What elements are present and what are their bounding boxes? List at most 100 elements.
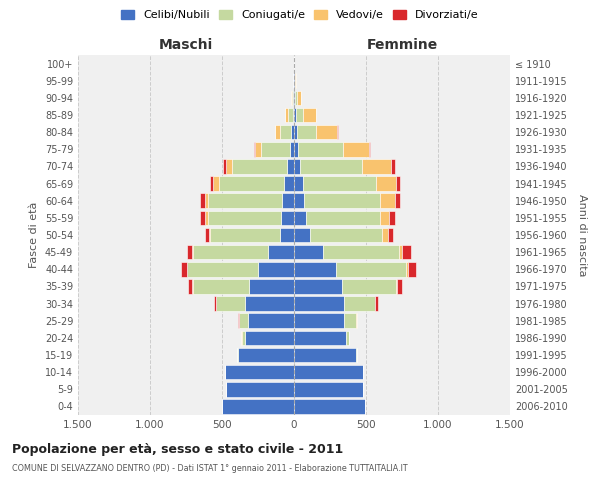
Bar (258, 262, 294, 276)
Bar (250, 279, 294, 293)
Bar (294, 176, 302, 191)
Bar (286, 108, 288, 122)
Bar (388, 228, 394, 242)
Bar (294, 365, 363, 380)
Bar (344, 296, 374, 311)
Bar (283, 194, 294, 208)
Bar (304, 194, 380, 208)
Bar (200, 210, 205, 225)
Bar (225, 365, 294, 380)
Bar (336, 262, 406, 276)
Bar (399, 245, 402, 260)
Bar (293, 108, 294, 122)
Bar (294, 314, 344, 328)
Bar (288, 108, 293, 122)
Bar (295, 90, 297, 105)
Bar (287, 159, 294, 174)
Bar (294, 262, 336, 276)
Bar (208, 210, 281, 225)
Bar (280, 125, 291, 140)
Bar (261, 142, 290, 156)
Bar (193, 245, 268, 260)
Bar (298, 142, 343, 156)
Bar (294, 90, 295, 105)
Bar (210, 176, 214, 191)
Bar (294, 125, 297, 140)
Bar (302, 176, 376, 191)
Bar (297, 125, 316, 140)
Bar (205, 210, 208, 225)
Bar (242, 330, 245, 345)
Bar (238, 348, 294, 362)
Bar (294, 399, 365, 413)
Bar (297, 90, 301, 105)
Bar (294, 159, 301, 174)
Bar (248, 314, 294, 328)
Bar (343, 142, 369, 156)
Bar (294, 279, 341, 293)
Bar (310, 228, 382, 242)
Bar (187, 262, 258, 276)
Text: COMUNE DI SELVAZZANO DENTRO (PD) - Dati ISTAT 1° gennaio 2011 - Elaborazione TUT: COMUNE DI SELVAZZANO DENTRO (PD) - Dati … (12, 464, 407, 473)
Bar (294, 74, 295, 88)
Bar (254, 142, 255, 156)
Bar (294, 382, 363, 396)
Bar (208, 194, 283, 208)
Text: Maschi: Maschi (159, 38, 213, 52)
Bar (223, 159, 226, 174)
Bar (344, 314, 356, 328)
Bar (305, 210, 380, 225)
Bar (214, 176, 219, 191)
Bar (241, 330, 242, 345)
Bar (284, 176, 294, 191)
Bar (245, 330, 294, 345)
Bar (291, 125, 294, 140)
Bar (294, 194, 304, 208)
Bar (290, 142, 294, 156)
Bar (294, 142, 298, 156)
Bar (211, 228, 280, 242)
Bar (396, 279, 397, 293)
Bar (209, 228, 211, 242)
Bar (200, 194, 205, 208)
Bar (216, 296, 245, 311)
Bar (337, 125, 338, 140)
Bar (396, 176, 400, 191)
Bar (294, 228, 310, 242)
Bar (374, 296, 376, 311)
Bar (323, 245, 399, 260)
Bar (188, 279, 193, 293)
Bar (295, 74, 296, 88)
Bar (232, 159, 287, 174)
Bar (294, 108, 296, 122)
Bar (281, 210, 294, 225)
Bar (280, 228, 294, 242)
Bar (389, 210, 395, 225)
Bar (296, 108, 302, 122)
Bar (294, 296, 344, 311)
Bar (391, 159, 395, 174)
Legend: Celibi/Nubili, Coniugati/e, Vedovi/e, Divorziati/e: Celibi/Nubili, Coniugati/e, Vedovi/e, Di… (117, 6, 483, 25)
Bar (245, 296, 294, 311)
Bar (181, 262, 187, 276)
Bar (294, 210, 305, 225)
Bar (193, 279, 250, 293)
Bar (341, 279, 396, 293)
Bar (397, 279, 402, 293)
Bar (376, 296, 377, 311)
Bar (409, 262, 416, 276)
Bar (187, 245, 193, 260)
Bar (395, 194, 400, 208)
Text: Popolazione per età, sesso e stato civile - 2011: Popolazione per età, sesso e stato civil… (12, 442, 343, 456)
Bar (214, 296, 215, 311)
Bar (406, 262, 409, 276)
Bar (402, 245, 410, 260)
Bar (268, 245, 294, 260)
Bar (294, 348, 356, 362)
Bar (316, 125, 337, 140)
Bar (237, 348, 238, 362)
Bar (292, 90, 293, 105)
Bar (294, 245, 323, 260)
Bar (255, 142, 261, 156)
Bar (219, 176, 284, 191)
